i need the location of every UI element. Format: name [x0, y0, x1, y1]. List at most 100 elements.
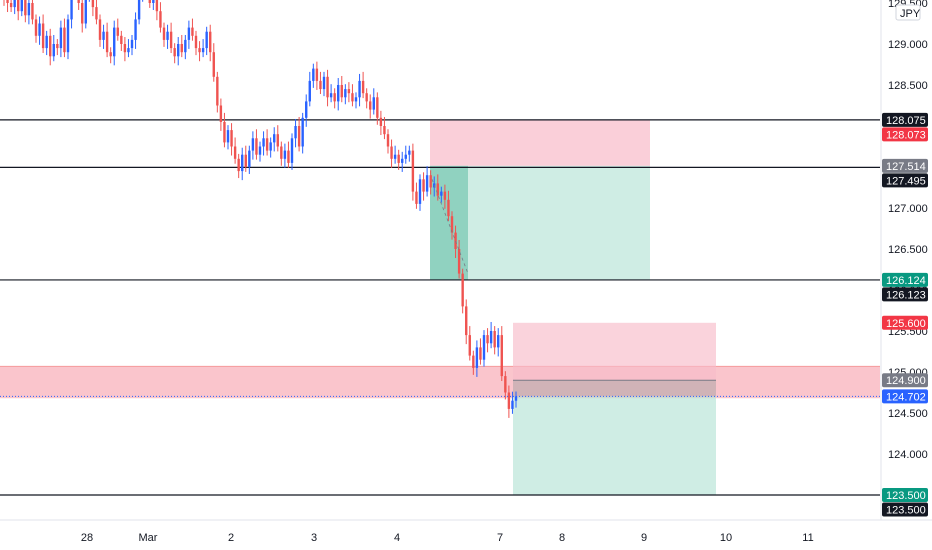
candle-body: [13, 0, 16, 8]
candle-body: [287, 150, 290, 163]
price-tick: 128.500: [888, 80, 928, 92]
candle-body: [187, 27, 191, 40]
candle-body: [219, 105, 223, 122]
overlay: [0, 179, 880, 397]
candle-body: [17, 0, 20, 12]
position-2-reward-zone: [513, 396, 716, 495]
candle-body: [137, 0, 141, 20]
price-badge-label: 126.124: [886, 275, 926, 287]
candle-body: [237, 158, 240, 172]
candle-body: [504, 376, 507, 393]
candle-body: [507, 392, 511, 409]
position-2-filled-zone: [513, 380, 716, 397]
candle-body: [166, 31, 169, 40]
position-1-risk-zone: [430, 120, 650, 166]
candle-body: [205, 31, 208, 49]
price-tick: 127.000: [888, 203, 928, 215]
candle-body: [401, 158, 404, 163]
candle-body: [305, 101, 308, 118]
currency-box[interactable]: [895, 4, 921, 21]
candle-body: [34, 19, 38, 36]
candle-body: [297, 126, 301, 147]
price-badge: [882, 112, 928, 127]
candle-body: [6, 0, 9, 3]
candle-body: [27, 3, 31, 16]
candle-body: [120, 35, 123, 44]
candle-body: [340, 85, 343, 98]
candle-body: [376, 97, 379, 118]
price-badge-label: 127.495: [886, 175, 926, 187]
candle-body: [404, 154, 407, 159]
candle-body: [294, 126, 297, 139]
price-badge: [882, 373, 928, 388]
candle-body: [258, 146, 262, 155]
candle-body: [113, 27, 116, 57]
time-tick: 11: [802, 532, 813, 544]
candle-body: [393, 154, 397, 159]
candle-body: [255, 138, 258, 155]
price-badge-label: 123.500: [886, 490, 926, 502]
candle-body: [344, 89, 347, 98]
candle-body: [273, 134, 276, 143]
candle-body: [148, 0, 151, 3]
candle-body: [514, 396, 518, 401]
candle-body: [415, 191, 418, 204]
candle-body: [41, 23, 45, 49]
candle-body: [312, 68, 315, 81]
time-tick: 9: [641, 532, 647, 544]
candle-body: [411, 150, 415, 192]
candle-body: [191, 27, 194, 36]
time-axis[interactable]: 28 Mar 2 3 4 7 8 9 10 11: [0, 519, 932, 544]
candle-body: [216, 76, 219, 106]
candle-body: [436, 183, 439, 196]
candle-body: [184, 39, 187, 53]
candle-body: [230, 130, 233, 147]
candle-body: [379, 117, 383, 126]
candle-body: [194, 35, 198, 49]
candle-body: [201, 48, 205, 53]
candle-body: [276, 134, 279, 147]
time-tick: 3: [311, 532, 317, 544]
candle-body: [91, 0, 95, 8]
price-badge-label: 127.514: [886, 161, 926, 173]
candle-body: [155, 0, 159, 12]
candle-body: [308, 80, 311, 102]
candle-body: [130, 39, 134, 49]
price-badge-label: 124.702: [886, 391, 926, 403]
candle-body: [59, 27, 63, 49]
candle-body: [443, 191, 447, 200]
candle-body: [265, 138, 269, 151]
candle-body: [429, 175, 432, 188]
candle-body: [347, 89, 351, 94]
time-tick: 8: [559, 532, 565, 544]
price-axis[interactable]: 129.500JPY129.000128.500127.000126.50012…: [880, 0, 928, 520]
candle-body: [351, 93, 354, 102]
candle-body: [102, 31, 105, 40]
candle-body: [66, 19, 70, 53]
candle-body: [212, 52, 215, 77]
candle-body: [123, 44, 127, 53]
candle-body: [369, 101, 372, 110]
candle-body: [468, 335, 471, 356]
position-zones: [0, 120, 880, 495]
price-tick: 124.000: [888, 449, 928, 461]
candle-body: [31, 3, 34, 20]
candle-body: [9, 3, 13, 8]
candle-body: [500, 335, 503, 377]
candle-body: [180, 44, 183, 53]
support-band: [0, 366, 880, 399]
price-badge-label: 128.075: [886, 115, 926, 127]
candle-body: [326, 76, 329, 98]
candle-body: [38, 23, 41, 36]
candle-body: [24, 0, 27, 16]
candle-body: [198, 48, 201, 53]
candle-body: [95, 7, 98, 20]
price-badge-label: 124.900: [886, 375, 926, 387]
candle-body: [333, 93, 336, 102]
candle-body: [457, 249, 461, 274]
candle-body: [56, 44, 59, 49]
price-badge: [882, 173, 928, 188]
candle-body: [81, 3, 84, 24]
candle-body: [425, 175, 429, 192]
